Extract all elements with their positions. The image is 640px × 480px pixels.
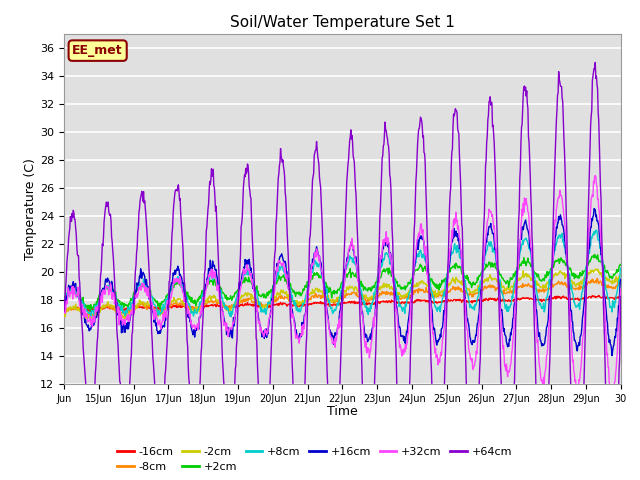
-2cm <box>164 304 172 310</box>
+2cm <box>292 294 300 300</box>
+8cm <box>60 300 68 306</box>
-2cm <box>589 269 597 275</box>
+2cm <box>88 306 95 312</box>
-16cm <box>617 295 625 300</box>
Line: -2cm: -2cm <box>64 269 621 319</box>
Line: +2cm: +2cm <box>64 254 621 311</box>
+2cm <box>86 308 94 314</box>
+2cm <box>589 252 597 258</box>
+8cm <box>87 313 95 319</box>
+64cm <box>598 249 606 255</box>
+2cm <box>388 272 396 278</box>
+16cm <box>87 326 95 332</box>
-16cm <box>599 294 607 300</box>
-8cm <box>589 278 597 284</box>
+32cm <box>388 270 396 276</box>
+16cm <box>589 214 596 219</box>
X-axis label: Time: Time <box>327 405 358 418</box>
+32cm <box>291 325 299 331</box>
+8cm <box>227 314 235 320</box>
+64cm <box>591 60 599 65</box>
-16cm <box>589 294 597 300</box>
+2cm <box>591 252 598 257</box>
Title: Soil/Water Temperature Set 1: Soil/Water Temperature Set 1 <box>230 15 455 30</box>
+32cm <box>163 298 171 303</box>
-8cm <box>88 312 95 318</box>
+8cm <box>592 228 600 233</box>
+8cm <box>599 258 607 264</box>
+32cm <box>598 261 606 266</box>
+16cm <box>617 276 625 282</box>
+16cm <box>291 323 299 329</box>
+32cm <box>617 286 625 292</box>
+16cm <box>608 353 616 359</box>
Y-axis label: Temperature (C): Temperature (C) <box>24 158 37 260</box>
+64cm <box>60 309 68 314</box>
+16cm <box>388 269 396 275</box>
-2cm <box>599 273 607 278</box>
+2cm <box>599 261 607 267</box>
Line: -16cm: -16cm <box>64 296 621 312</box>
-2cm <box>292 300 300 306</box>
-2cm <box>617 272 625 278</box>
+32cm <box>87 322 95 327</box>
+32cm <box>60 301 68 307</box>
-8cm <box>60 309 68 315</box>
Line: +32cm: +32cm <box>64 176 621 396</box>
-2cm <box>592 266 600 272</box>
Line: +8cm: +8cm <box>64 230 621 317</box>
-8cm <box>593 276 601 281</box>
-16cm <box>86 309 94 314</box>
-16cm <box>595 293 603 299</box>
+8cm <box>388 270 396 276</box>
-16cm <box>292 302 300 308</box>
+64cm <box>589 73 596 79</box>
-8cm <box>164 305 172 311</box>
+16cm <box>590 205 598 211</box>
+2cm <box>164 291 172 297</box>
-8cm <box>292 301 300 307</box>
Text: EE_met: EE_met <box>72 44 123 57</box>
Line: -8cm: -8cm <box>64 278 621 315</box>
-8cm <box>599 280 607 286</box>
-8cm <box>388 291 396 297</box>
+16cm <box>598 262 606 267</box>
+8cm <box>589 232 597 238</box>
+8cm <box>163 301 171 307</box>
-16cm <box>88 306 95 312</box>
+16cm <box>60 297 68 303</box>
+16cm <box>163 305 171 311</box>
-16cm <box>164 304 172 310</box>
Line: +64cm: +64cm <box>64 62 621 480</box>
+64cm <box>291 426 299 432</box>
-8cm <box>84 312 92 318</box>
-2cm <box>88 316 95 322</box>
+8cm <box>292 300 300 306</box>
-2cm <box>60 310 68 316</box>
-2cm <box>87 316 95 322</box>
+32cm <box>591 173 599 179</box>
+32cm <box>589 194 596 200</box>
-8cm <box>617 281 625 287</box>
+64cm <box>163 337 171 343</box>
+8cm <box>617 265 625 271</box>
-16cm <box>388 299 396 304</box>
+64cm <box>388 226 396 231</box>
+64cm <box>617 293 625 299</box>
+2cm <box>617 262 625 267</box>
+32cm <box>607 393 615 398</box>
Legend: -16cm, -8cm, -2cm, +2cm, +8cm, +16cm, +32cm, +64cm: -16cm, -8cm, -2cm, +2cm, +8cm, +16cm, +3… <box>113 442 516 477</box>
+64cm <box>87 418 95 424</box>
+2cm <box>60 293 68 299</box>
-16cm <box>60 306 68 312</box>
Line: +16cm: +16cm <box>64 208 621 356</box>
-2cm <box>388 287 396 292</box>
